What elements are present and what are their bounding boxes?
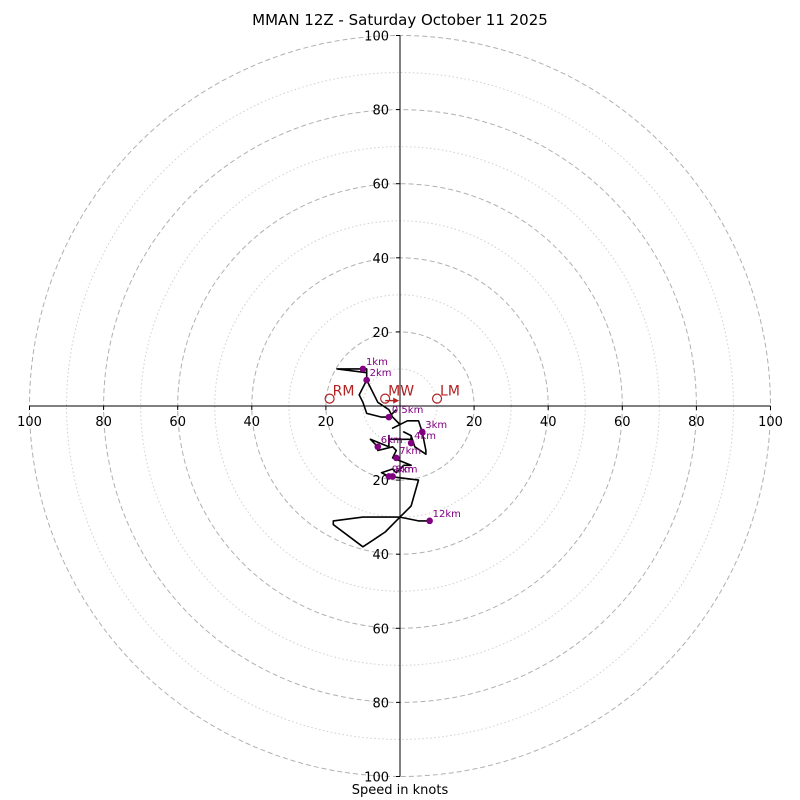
x-tick-label: 60 <box>614 415 631 430</box>
y-tick-label: 60 <box>372 178 389 193</box>
storm-motions: RM LM MW <box>324 384 460 404</box>
y-tick-label: 40 <box>372 548 389 563</box>
height-label-0.5km: 0.5km <box>392 405 423 416</box>
storm-motion-marker-rm <box>324 393 335 404</box>
height-label-7km: 7km <box>399 446 421 457</box>
height-label-12km: 12km <box>433 509 461 520</box>
storm-motion-label-rm: RM <box>333 384 355 400</box>
height-marker-7km <box>392 454 400 462</box>
axes <box>29 35 771 777</box>
storm-motion-label-lm: LM <box>440 384 460 400</box>
x-tick-label: 40 <box>540 415 557 430</box>
height-label-1km: 1km <box>366 357 388 368</box>
height-marker-6km <box>374 443 382 451</box>
mean-wind-arrowhead <box>393 397 400 404</box>
x-tick-label: 80 <box>688 415 705 430</box>
height-label-6km: 6km <box>381 435 403 446</box>
height-marker-2km <box>363 376 370 384</box>
chart-title: MMAN 12Z - Saturday October 11 2025 <box>252 11 548 29</box>
y-tick-label: 20 <box>372 474 389 489</box>
y-tick-label: 100 <box>364 771 389 786</box>
height-marker-4km <box>407 439 415 447</box>
storm-motion-label-mw: MW <box>388 384 414 400</box>
x-tick-label: 40 <box>244 415 261 430</box>
height-marker-3km <box>418 428 426 436</box>
x-tick-label: 100 <box>17 415 42 430</box>
y-tick-label: 40 <box>372 252 389 267</box>
hodograph-line <box>332 368 430 548</box>
x-axis-label: Speed in knots <box>351 783 449 798</box>
y-tick-label: 60 <box>372 622 389 637</box>
storm-motion-marker-lm <box>431 393 443 404</box>
height-label-3km: 3km <box>425 420 447 431</box>
height-label-8km: 8km <box>396 464 418 475</box>
y-tick-label: 100 <box>364 30 389 45</box>
height-label-9km: 9km <box>392 464 414 475</box>
height-label-2km: 2km <box>370 368 392 379</box>
x-tick-label: 20 <box>466 415 483 430</box>
height-marker-12km <box>426 517 433 525</box>
hodograph-trace <box>332 368 430 548</box>
y-tick-label: 20 <box>372 326 389 341</box>
x-tick-label: 20 <box>318 415 335 430</box>
height-marker-9km <box>385 473 393 480</box>
y-tick-label: 80 <box>372 104 389 119</box>
y-tick-label: 80 <box>372 696 389 711</box>
height-label-4km: 4km <box>414 431 436 442</box>
height-marker-1km <box>359 365 367 373</box>
x-tick-label: 80 <box>95 415 112 430</box>
x-tick-label: 100 <box>758 415 783 430</box>
storm-motion-marker-mw <box>380 393 391 404</box>
x-tick-label: 60 <box>169 415 186 430</box>
height-marker-0.5km <box>385 413 393 421</box>
tick-labels: 100 80 60 40 20 20 40 60 80 100 100 80 60 40 20 20 40 60 8… <box>17 30 783 786</box>
